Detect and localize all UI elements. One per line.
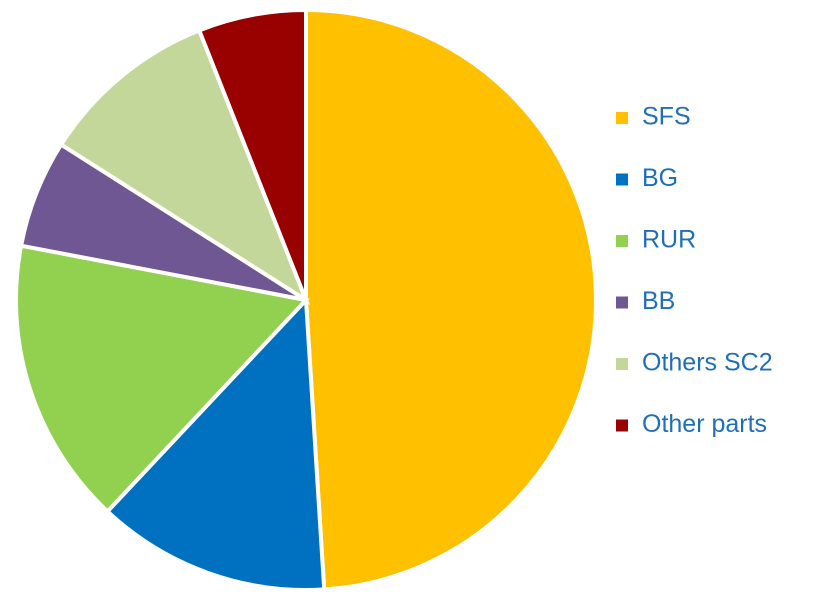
legend-swatch (616, 173, 628, 186)
legend-swatch (616, 296, 628, 309)
legend-swatch (616, 112, 628, 124)
pie-slice (304, 7, 598, 592)
pie-slice (58, 27, 311, 305)
legend-swatch (616, 419, 628, 432)
legend-label: Other parts (642, 410, 767, 438)
legend-label: SFS (642, 103, 691, 131)
legend-label: RUR (642, 226, 696, 254)
pie-slice (196, 7, 308, 301)
legend-swatch (616, 235, 628, 247)
legend-label: Others SC2 (642, 349, 773, 377)
legend-label: BG (642, 164, 678, 192)
pie-slice (104, 295, 327, 592)
pie-slice (14, 243, 310, 515)
legend-label: BB (642, 287, 675, 315)
legend-swatch (616, 358, 628, 370)
